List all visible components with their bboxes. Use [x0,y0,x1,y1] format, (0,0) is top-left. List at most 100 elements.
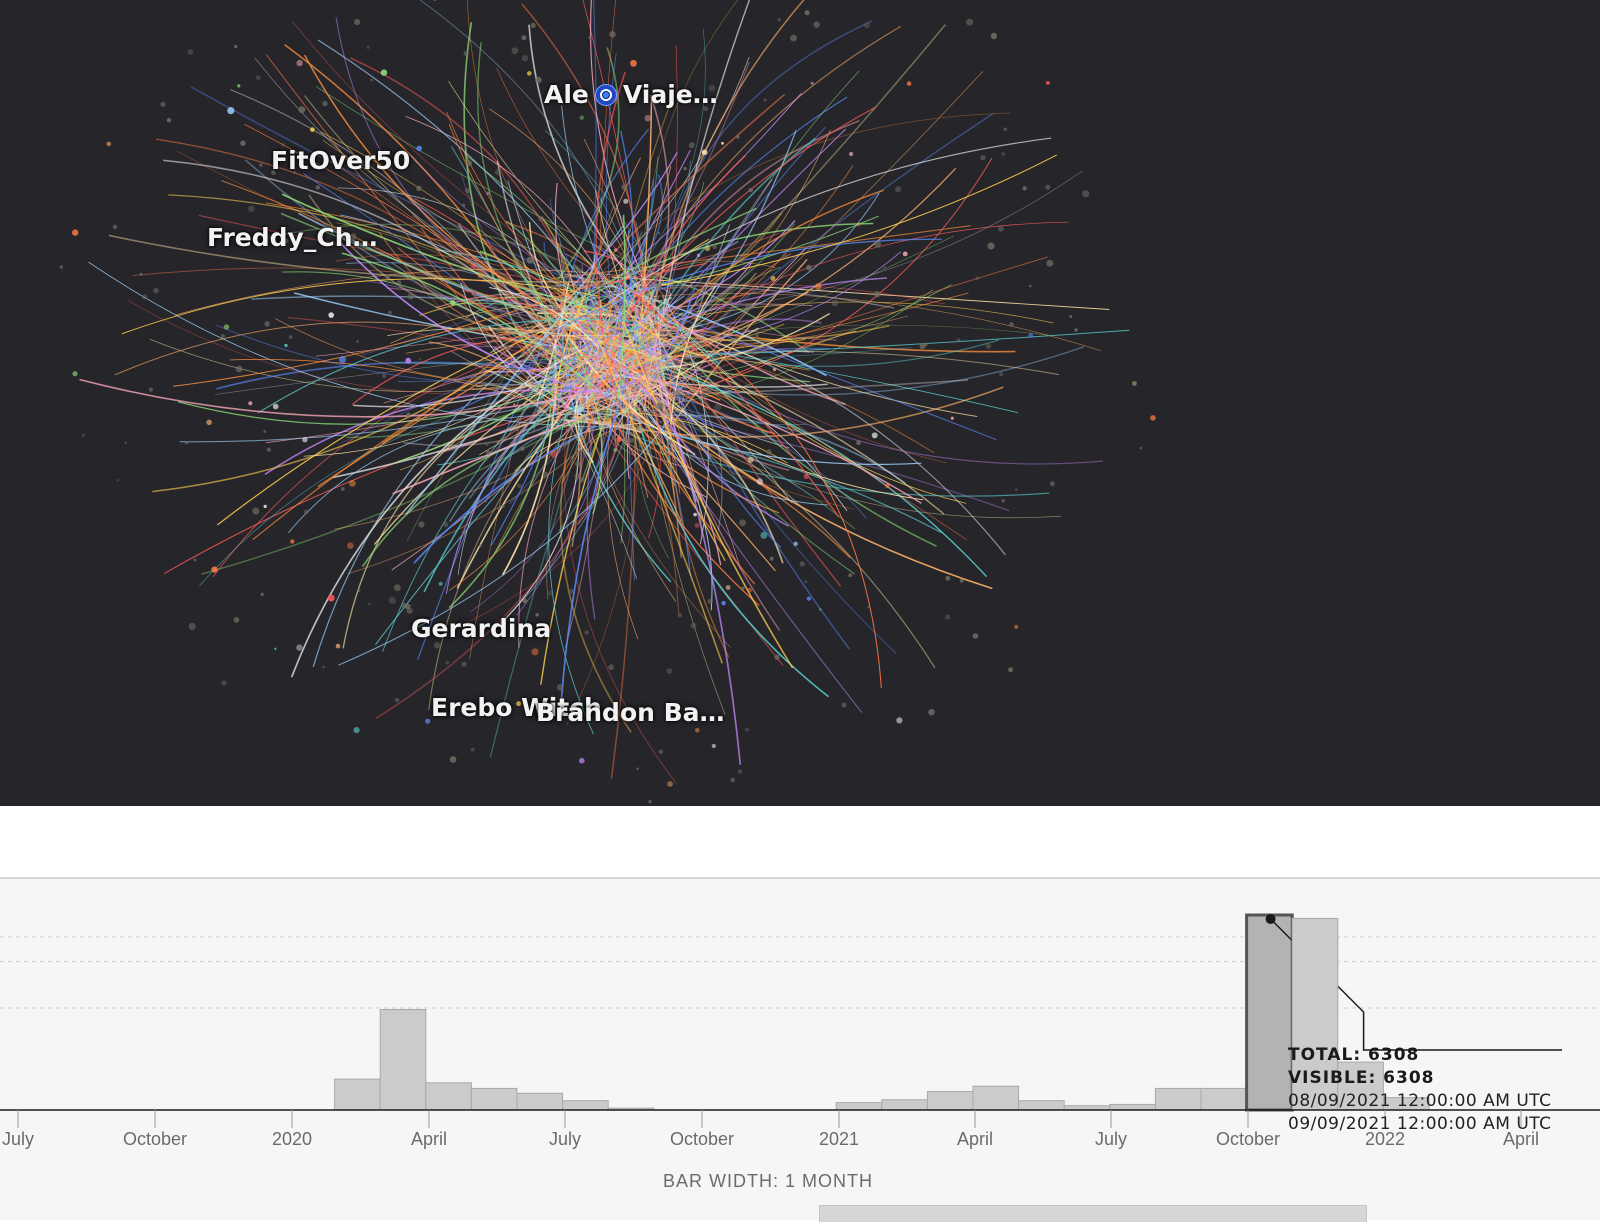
graph-node [1002,499,1005,502]
graph-node [234,617,240,623]
graph-node [273,404,279,410]
axis-tick-label: July [2,1129,34,1150]
histogram-bar[interactable] [1110,1104,1156,1110]
node-label-freddy-ch[interactable]: Freddy_Ch… [207,223,378,252]
graph-node [506,180,510,184]
histogram-bar[interactable] [1155,1088,1201,1110]
graph-node [405,358,411,364]
graph-node [316,185,320,189]
histogram-bar[interactable] [426,1083,472,1110]
graph-node [486,451,490,455]
graph-node [526,257,533,264]
tooltip-visible: VISIBLE: 6308 [1288,1067,1552,1090]
graph-node [413,404,416,407]
bar-width-label: BAR WIDTH: 1 MONTH [663,1171,873,1192]
histogram-bar[interactable] [335,1079,381,1110]
graph-node [695,523,700,528]
graph-node [1004,128,1007,131]
graph-node [423,197,426,200]
graph-node [142,295,147,300]
graph-node [72,371,77,376]
graph-node [252,508,259,515]
histogram-bar[interactable] [836,1103,882,1110]
graph-node [382,374,386,378]
histogram-bar[interactable] [927,1092,973,1111]
graph-node [755,334,759,338]
node-label-fitover50[interactable]: FitOver50 [271,146,410,175]
graph-node [1046,81,1050,85]
graph-node [695,728,700,733]
node-label-brandon-ba[interactable]: Brandon Ba… [536,698,725,727]
graph-node [358,590,360,592]
graph-node [551,451,558,458]
histogram-bar[interactable] [1201,1088,1247,1110]
graph-node [557,684,564,691]
graph-node [1150,415,1156,421]
graph-node [439,582,443,586]
graph-node [416,186,421,191]
histogram-bar[interactable] [380,1010,426,1111]
graph-node [471,748,475,752]
graph-node [107,142,112,147]
graph-node [774,655,779,660]
graph-node [124,441,127,444]
graph-node [552,238,555,241]
histogram-bar[interactable] [973,1086,1019,1110]
network-graph-canvas[interactable] [0,0,1600,806]
timeline-scrollbar-thumb[interactable] [819,1205,1367,1222]
graph-node [478,273,483,278]
graph-node [296,644,302,650]
graph-node [1014,625,1018,629]
axis-tick-label: July [549,1129,581,1150]
graph-node [928,709,934,715]
graph-node [842,703,847,708]
graph-node [686,214,690,218]
graph-node [998,226,1004,232]
graph-node [433,0,438,1]
graph-node [757,478,763,484]
histogram-bar[interactable] [517,1093,563,1110]
graph-node [290,539,294,543]
graph-node [522,55,528,61]
graph-node [636,767,639,770]
graph-node [730,778,735,783]
axis-tick-label: July [1095,1129,1127,1150]
graph-node [479,544,482,547]
axis-tick-label: 2020 [272,1129,312,1150]
graph-node [872,432,878,438]
histogram-bar[interactable] [1247,915,1293,1110]
graph-node [349,480,356,487]
graph-node [712,244,717,249]
graph-node [259,163,263,167]
graph-node [1028,333,1033,338]
graph-node [237,84,240,87]
graph-node [903,252,908,257]
graph-node [535,77,542,84]
graph-node [767,449,772,454]
histogram-bar[interactable] [882,1100,928,1110]
graph-node [1074,328,1077,331]
graph-node [446,661,450,665]
graph-node [462,204,465,207]
histogram-bar[interactable] [1019,1101,1065,1110]
axis-tick-label: October [670,1129,734,1150]
histogram-bar[interactable] [563,1101,609,1110]
graph-node [263,430,266,433]
graph-node [650,305,654,309]
graph-node [748,457,754,463]
graph-node [322,101,327,106]
graph-node [531,648,538,655]
graph-node [492,306,499,313]
graph-node [354,19,360,25]
graph-node [721,601,725,605]
graph-node [264,505,267,508]
graph-node [500,374,504,378]
tooltip-total: TOTAL: 6308 [1288,1044,1552,1067]
graph-node [678,613,682,617]
graph-node [521,35,526,40]
histogram-bar[interactable] [471,1088,517,1110]
node-label-gerardina[interactable]: Gerardina [411,614,551,643]
